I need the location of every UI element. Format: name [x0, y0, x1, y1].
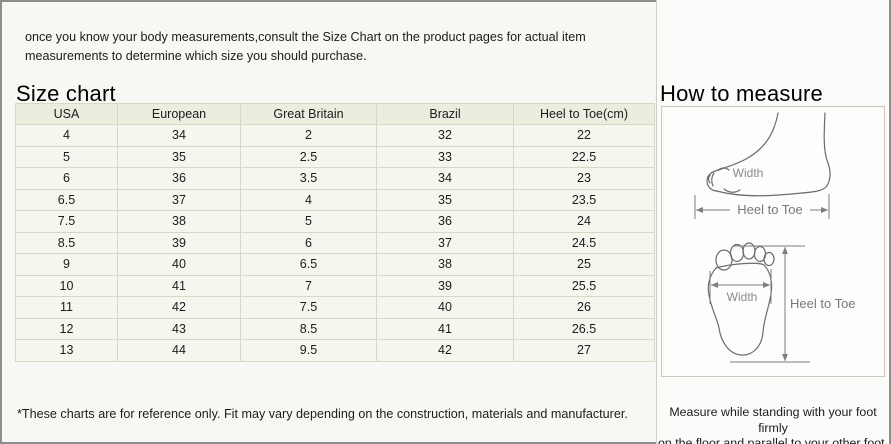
table-cell: 7.5 [240, 296, 377, 319]
heel-to-toe-dimension-side: Heel to Toe [694, 194, 830, 219]
table-cell: 37 [117, 188, 241, 211]
table-row: 8.5 39 6 37 24.5 [15, 231, 655, 254]
table-cell: 24.5 [513, 231, 655, 254]
measure-note: Measure while standing with your foot fi… [657, 405, 889, 444]
table-cell: 42 [117, 296, 241, 319]
heel-to-toe-label-side: Heel to Toe [737, 202, 803, 217]
table-cell: 9 [15, 253, 118, 276]
table-cell: 12 [15, 317, 118, 340]
table-cell: 10 [15, 274, 118, 297]
table-cell: 22.5 [513, 145, 655, 168]
table-cell: 43 [117, 317, 241, 340]
table-cell: 38 [117, 210, 241, 233]
table-cell: 41 [117, 274, 241, 297]
width-label-side: Width [733, 166, 764, 180]
column-header: European [117, 103, 241, 125]
table-cell: 4 [240, 188, 377, 211]
table-cell: 39 [376, 274, 514, 297]
table-row: 4 34 2 32 22 [15, 124, 655, 147]
table-cell: 9.5 [240, 339, 377, 362]
table-cell: 13 [15, 339, 118, 362]
table-cell: 40 [376, 296, 514, 319]
table-cell: 7.5 [15, 210, 118, 233]
table-cell: 22 [513, 124, 655, 147]
reference-footnote: *These charts are for reference only. Fi… [17, 406, 628, 421]
table-cell: 42 [376, 339, 514, 362]
table-cell: 26 [513, 296, 655, 319]
table-cell: 44 [117, 339, 241, 362]
table-cell: 38 [376, 253, 514, 276]
table-cell: 35 [117, 145, 241, 168]
table-cell: 2.5 [240, 145, 377, 168]
intro-text: once you know your body measurements,con… [25, 29, 586, 63]
table-cell: 40 [117, 253, 241, 276]
table-cell: 5 [240, 210, 377, 233]
size-table-body: 4 34 2 32 22 5 35 2.5 33 22.5 6 36 3.5 34 23 6.5 37 4 35 23… [15, 124, 655, 362]
size-chart-title: Size chart [16, 80, 116, 106]
table-cell: 6 [240, 231, 377, 254]
heel-to-toe-label-top: Heel to Toe [790, 296, 856, 311]
panel-divider [656, 0, 657, 444]
table-cell: 8.5 [15, 231, 118, 254]
table-cell: 35 [376, 188, 514, 211]
table-cell: 36 [117, 167, 241, 190]
measure-note-line1: Measure while standing with your foot fi… [669, 405, 877, 435]
heel-to-toe-dimension-top: Heel to Toe [730, 245, 856, 363]
table-cell: 34 [376, 167, 514, 190]
table-cell: 36 [376, 210, 514, 233]
width-dimension-top: Width [709, 269, 772, 304]
table-cell: 8.5 [240, 317, 377, 340]
footprint-top-view-diagram: Width Heel to Toe [707, 242, 856, 363]
table-cell: 33 [376, 145, 514, 168]
table-cell: 27 [513, 339, 655, 362]
table-cell: 6.5 [15, 188, 118, 211]
column-header: Brazil [376, 103, 514, 125]
table-cell: 4 [15, 124, 118, 147]
width-label-top: Width [727, 290, 758, 304]
measure-diagram-box: Heel to Toe Width Width [661, 106, 885, 377]
table-cell: 25.5 [513, 274, 655, 297]
table-cell: 6 [15, 167, 118, 190]
table-row: 6 36 3.5 34 23 [15, 167, 655, 190]
table-cell: 32 [376, 124, 514, 147]
table-row: 5 35 2.5 33 22.5 [15, 145, 655, 168]
table-cell: 23.5 [513, 188, 655, 211]
table-cell: 23 [513, 167, 655, 190]
table-row: 6.5 37 4 35 23.5 [15, 188, 655, 211]
table-cell: 6.5 [240, 253, 377, 276]
table-cell: 7 [240, 274, 377, 297]
table-row: 11 42 7.5 40 26 [15, 296, 655, 319]
table-cell: 2 [240, 124, 377, 147]
table-cell: 5 [15, 145, 118, 168]
size-chart-table: USA European Great Britain Brazil Heel to To… [15, 103, 655, 362]
table-cell: 41 [376, 317, 514, 340]
table-row: 9 40 6.5 38 25 [15, 253, 655, 276]
table-row: 7.5 38 5 36 24 [15, 210, 655, 233]
table-row: 10 41 7 39 25.5 [15, 274, 655, 297]
table-row: 13 44 9.5 42 27 [15, 339, 655, 362]
column-header: Heel to Toe(cm) [513, 103, 655, 125]
measure-note-line2: on the floor and parallel to your other … [657, 436, 889, 444]
table-cell: 3.5 [240, 167, 377, 190]
foot-side-outline [706, 112, 831, 197]
table-cell: 25 [513, 253, 655, 276]
table-cell: 34 [117, 124, 241, 147]
table-cell: 26.5 [513, 317, 655, 340]
size-table-header-row: USA European Great Britain Brazil Heel to To… [15, 103, 655, 125]
table-row: 12 43 8.5 41 26.5 [15, 317, 655, 340]
column-header: Great Britain [240, 103, 377, 125]
table-cell: 39 [117, 231, 241, 254]
table-cell: 11 [15, 296, 118, 319]
column-header: USA [15, 103, 118, 125]
how-to-measure-title: How to measure [660, 80, 823, 106]
table-cell: 24 [513, 210, 655, 233]
foot-side-view-diagram: Heel to Toe Width [694, 112, 831, 219]
table-cell: 37 [376, 231, 514, 254]
